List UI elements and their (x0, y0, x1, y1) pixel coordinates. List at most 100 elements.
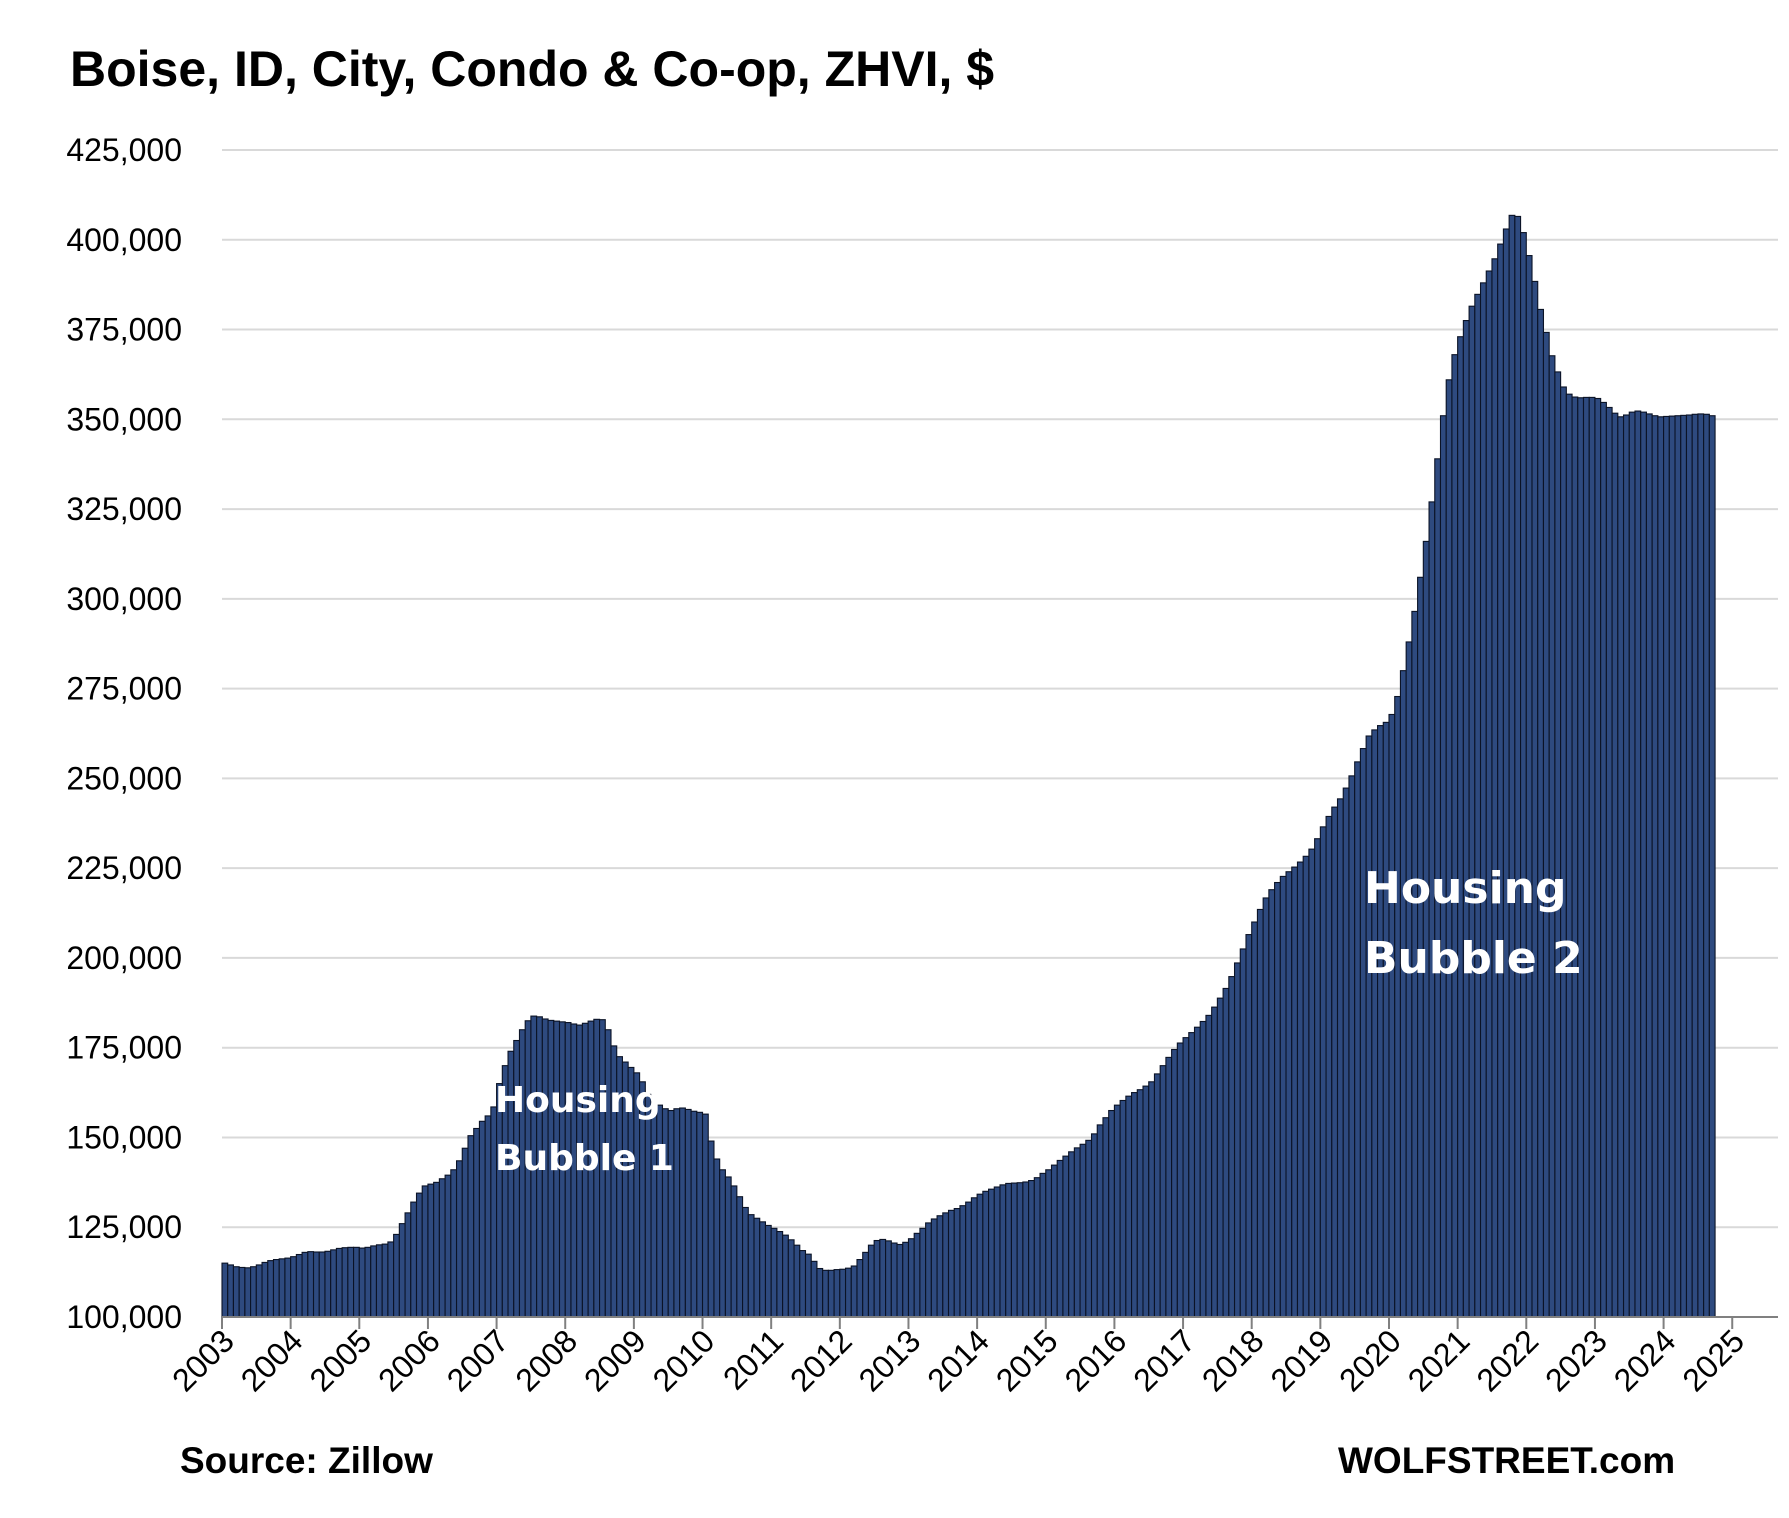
bar (1022, 1181, 1030, 1318)
bar (1594, 397, 1602, 1318)
y-tick-label: 400,000 (66, 222, 182, 258)
bar (850, 1265, 858, 1318)
bar (1228, 976, 1236, 1318)
bar (393, 1233, 400, 1318)
bar (1508, 214, 1516, 1318)
bar (896, 1243, 904, 1318)
bar (1245, 934, 1253, 1318)
x-axis-tick-labels: 2003200420052006200720082009201020112012… (165, 1322, 1751, 1398)
bar (1308, 848, 1316, 1318)
x-tick-label: 2017 (1126, 1322, 1202, 1398)
bar (255, 1264, 263, 1318)
bar (1468, 305, 1476, 1318)
bar (1056, 1159, 1064, 1318)
bar (799, 1250, 807, 1318)
y-axis-tick-labels: 100,000 125,000 150,000 175,000 200,000 225,0… (66, 132, 182, 1335)
bar (1073, 1147, 1081, 1318)
bar (232, 1266, 240, 1318)
bar (1256, 908, 1264, 1318)
bar (1119, 1099, 1127, 1318)
x-tick-label: 2025 (1675, 1322, 1751, 1398)
y-tick-label: 200,000 (66, 940, 182, 976)
bar (415, 1192, 423, 1318)
bar (650, 1101, 658, 1318)
bar (890, 1242, 898, 1318)
bar (484, 1115, 492, 1318)
bar (1205, 1014, 1213, 1318)
bar (747, 1214, 755, 1318)
bar (1142, 1085, 1150, 1318)
bar (1520, 232, 1527, 1318)
bar (782, 1234, 789, 1318)
bar (701, 1113, 709, 1318)
bar (1262, 897, 1270, 1318)
bar (455, 1160, 463, 1318)
bar (1479, 282, 1487, 1318)
bar (1582, 396, 1590, 1318)
bar (942, 1212, 950, 1318)
bar (347, 1246, 355, 1318)
bar (1068, 1151, 1075, 1318)
bar (1182, 1037, 1190, 1318)
bar (1222, 987, 1230, 1318)
x-tick-label: 2007 (440, 1322, 516, 1398)
bar (1274, 881, 1281, 1318)
bar (1102, 1117, 1110, 1318)
bar (1108, 1109, 1115, 1318)
bar (433, 1181, 440, 1318)
bar (272, 1259, 280, 1318)
bar (776, 1230, 784, 1318)
bar (742, 1206, 749, 1318)
bar (318, 1251, 326, 1318)
bar (1554, 371, 1562, 1318)
bar (227, 1264, 234, 1318)
x-tick-label: 2005 (302, 1322, 378, 1398)
source-note: Source: Zillow (180, 1440, 433, 1481)
bar (679, 1107, 686, 1318)
bar (673, 1108, 681, 1318)
bar-series (221, 214, 1716, 1318)
bar (307, 1251, 315, 1318)
bar (1645, 413, 1653, 1318)
bar (644, 1093, 652, 1318)
bar (1171, 1048, 1178, 1318)
bar (1153, 1073, 1161, 1318)
x-tick-label: 2011 (716, 1322, 790, 1396)
x-tick-label: 2013 (852, 1322, 928, 1398)
annotation-2-line-1: Housing (1364, 863, 1566, 914)
bar (1685, 414, 1693, 1318)
bar (1497, 243, 1504, 1318)
bar (953, 1208, 961, 1318)
bar (1251, 921, 1258, 1318)
bar (976, 1193, 984, 1318)
bar (816, 1267, 824, 1318)
bar (930, 1218, 938, 1318)
bar (267, 1260, 275, 1318)
bar (444, 1174, 452, 1318)
bar (1485, 270, 1493, 1318)
bar (1033, 1177, 1041, 1318)
bar (473, 1127, 480, 1318)
bar (947, 1209, 955, 1318)
bar (707, 1140, 715, 1318)
bar (902, 1241, 910, 1318)
chart-title: Boise, ID, City, Condo & Co-op, ZHVI, $ (70, 41, 995, 97)
bar (656, 1104, 664, 1318)
bar (375, 1244, 383, 1318)
annotation-1-line-1: Housing (495, 1080, 661, 1121)
bar (1462, 320, 1470, 1318)
bar (358, 1247, 366, 1318)
bar (684, 1108, 692, 1318)
bar (1159, 1065, 1167, 1318)
bar (1457, 336, 1464, 1318)
bar (1325, 815, 1333, 1318)
bar (1399, 670, 1407, 1318)
bar (1193, 1026, 1201, 1318)
bar (1634, 410, 1642, 1318)
bar (1548, 355, 1556, 1318)
x-tick-label: 2008 (508, 1322, 584, 1398)
bar (467, 1135, 475, 1318)
bar (290, 1256, 297, 1318)
bar (221, 1262, 229, 1318)
